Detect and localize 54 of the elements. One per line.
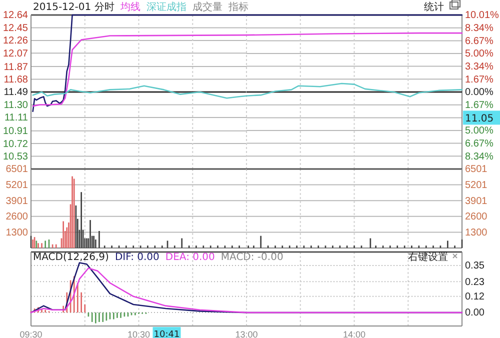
text: 11.05	[465, 114, 494, 125]
y2-tick-label: 6501	[465, 164, 488, 176]
y2-tick-label: 10.01%	[465, 10, 500, 22]
y-tick-label: 2600	[6, 212, 28, 223]
y2-tick-label: 0.12	[465, 292, 485, 303]
y-tick-label: 10.53	[2, 151, 28, 162]
y2-tick-label: 2600	[465, 212, 488, 223]
x-tick-label: 13:00	[235, 329, 258, 338]
y-tick-label: 11.49	[4, 87, 28, 98]
x-tick-label: 14:00	[342, 329, 366, 338]
chart-subtitle: 统计	[424, 1, 444, 13]
y2-tick-label: 5201	[465, 180, 488, 191]
text: DIF: 0.00	[114, 252, 160, 263]
y2-tick-label: 6.67%	[465, 36, 494, 47]
y-tick-label: 11.11	[4, 112, 28, 124]
y-tick-label: 11.87	[4, 62, 28, 73]
text: 均线	[119, 1, 140, 13]
y2-tick-label: 0.35	[465, 260, 485, 272]
y2-tick-label: 5.00%	[465, 126, 494, 137]
y2-tick-label: 0.00%	[465, 87, 494, 98]
y-tick-label: 11.30	[4, 100, 28, 111]
y-tick-label: 5201	[6, 180, 28, 191]
y2-tick-label: 0.00	[465, 308, 485, 319]
y-tick-label: 12.26	[2, 36, 28, 47]
x-tick-label: 10:30	[127, 329, 150, 338]
y2-tick-label: 6.67%	[465, 138, 494, 150]
text: 深证成指	[146, 1, 186, 13]
text: 成交量	[192, 1, 222, 13]
y2-tick-label: 8.34%	[465, 23, 494, 34]
text: 指标	[227, 1, 248, 13]
y-tick-label: 10.72	[2, 138, 28, 150]
y-tick-label: 3901	[6, 196, 28, 207]
y2-tick-label: 5.00%	[465, 48, 494, 60]
chart-subtitle: 右键设置	[408, 251, 448, 263]
y-tick-label: 10.91	[2, 126, 28, 138]
text: 10:41	[154, 330, 180, 338]
chart-title: 2015-12-01 分时	[33, 1, 114, 13]
y-tick-label: 11.68	[4, 74, 28, 86]
y2-tick-label: 0.23	[465, 276, 485, 288]
y-tick-label: 12.45	[2, 22, 28, 34]
y2-tick-label: 1300	[465, 227, 488, 238]
y-tick-label: 12.07	[2, 48, 28, 60]
chart-title: MACD(12,26,9)	[33, 252, 110, 263]
y2-tick-label: 1.67%	[465, 100, 494, 112]
y2-tick-label: 1.67%	[465, 74, 494, 86]
text: DEA: 0.00	[165, 252, 215, 263]
y2-tick-label: 3901	[465, 196, 488, 207]
y2-tick-label: 8.34%	[465, 151, 494, 162]
x-tick-label: 09:30	[20, 329, 42, 338]
y-tick-label: 6501	[6, 164, 28, 176]
annotation: MACD: -0.00	[220, 252, 284, 263]
y-tick-label: 1300	[6, 227, 28, 238]
y-tick-label: 12.64	[2, 10, 28, 22]
y2-tick-label: 3.34%	[465, 62, 494, 73]
